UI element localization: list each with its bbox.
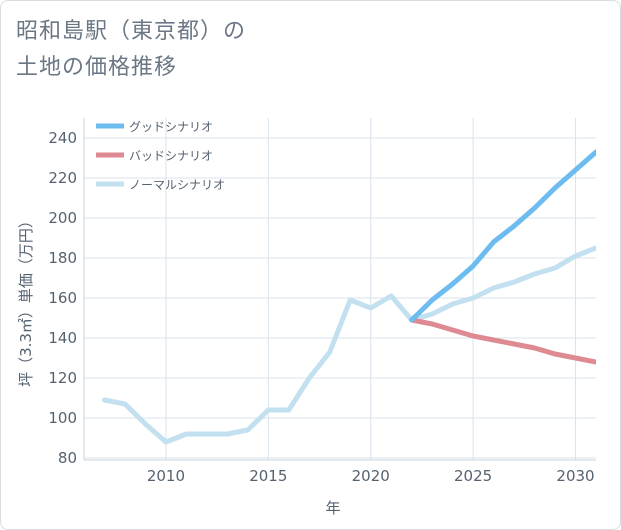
series-line-1 — [409, 317, 596, 365]
legend-label-0: グッドシナリオ — [129, 120, 213, 134]
legend-label-2: ノーマルシナリオ — [129, 178, 225, 192]
legend-label-1: バッドシナリオ — [129, 149, 213, 163]
chart-title-line2: 土地の価格推移 — [16, 55, 178, 80]
x-tick-label-2015: 2015 — [249, 467, 287, 485]
series-lines — [102, 149, 596, 445]
y-tick-label-240: 240 — [48, 129, 77, 147]
y-tick-label-120: 120 — [48, 369, 77, 387]
x-axis-title: 年 — [325, 499, 340, 517]
y-tick-label-100: 100 — [48, 409, 77, 427]
chart-title-line1: 昭和島駅（東京都）の — [16, 19, 247, 44]
grid — [84, 118, 596, 460]
x-tick-label-2025: 2025 — [454, 467, 492, 485]
x-tick-labels: 2010 2015 2020 2025 2030 — [147, 467, 595, 485]
x-tick-label-2020: 2020 — [352, 467, 390, 485]
x-tick-label-2030: 2030 — [556, 467, 594, 485]
y-tick-label-180: 180 — [48, 249, 77, 267]
series-line-0 — [409, 149, 596, 323]
chart-title: 昭和島駅（東京都）の 土地の価格推移 — [16, 14, 246, 86]
y-tick-label-200: 200 — [48, 209, 77, 227]
y-tick-label-140: 140 — [48, 329, 77, 347]
y-tick-label-80: 80 — [58, 449, 77, 467]
y-axis-title: 坪（3.3㎡）単価（万円） — [17, 213, 35, 387]
y-tick-labels: 80 100 120 140 160 180 200 220 240 — [48, 129, 77, 467]
y-tick-label-160: 160 — [48, 289, 77, 307]
series-line-2 — [102, 245, 596, 445]
axes — [83, 118, 596, 461]
x-tick-label-2010: 2010 — [147, 467, 185, 485]
y-tick-label-220: 220 — [48, 169, 77, 187]
